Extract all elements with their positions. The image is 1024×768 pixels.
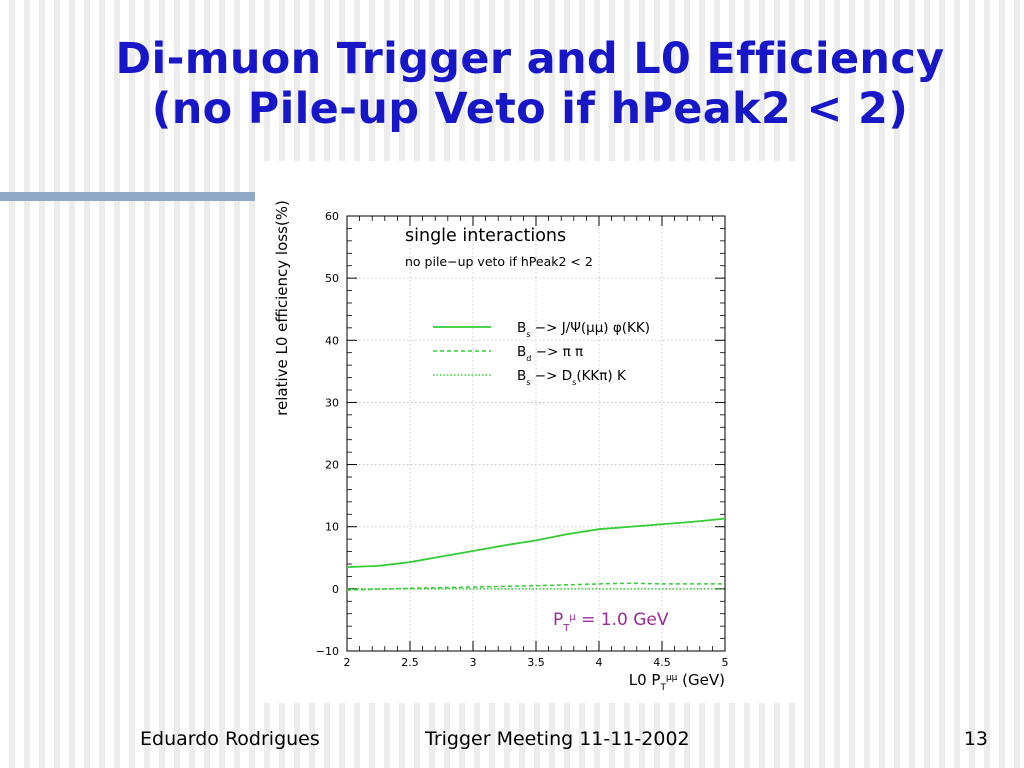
- x-tick-label: 3.5: [527, 656, 545, 669]
- footer-meeting: Trigger Meeting 11-11-2002: [425, 728, 690, 750]
- x-tick-label: 2: [344, 656, 351, 669]
- pt-annotation: PTμ = 1.0 GeV: [553, 610, 669, 634]
- y-tick-label: 10: [325, 521, 339, 534]
- legend-label: Bs −> J/Ψ(μμ) φ(KK): [517, 320, 650, 339]
- chart-title: single interactions: [405, 226, 566, 246]
- legend-label: Bs −> Ds(KKπ) K: [517, 368, 627, 387]
- x-tick-label: 5: [722, 656, 729, 669]
- slide-title: Di-muon Trigger and L0 Efficiency (no Pi…: [60, 34, 1000, 134]
- y-tick-label: 20: [325, 459, 339, 472]
- chart-figure: −10 0 10 20 30 40 50 60 2 2.5 3 3.5 4 4.5 5 single in…: [255, 161, 799, 703]
- slide-title-line1: Di-muon Trigger and L0 Efficiency: [115, 34, 945, 84]
- series-line-2: [346, 582, 725, 591]
- footer-author: Eduardo Rodrigues: [140, 728, 320, 750]
- x-tick-label: 3: [470, 656, 477, 669]
- y-axis-label: relative L0 efficiency loss(%): [273, 200, 291, 416]
- series-line-1: [346, 517, 726, 569]
- efficiency-chart: −10 0 10 20 30 40 50 60 2 2.5 3 3.5 4 4.5 5 single in…: [273, 200, 729, 693]
- chart-subtitle: no pile−up veto if hPeak2 < 2: [405, 254, 593, 269]
- y-tick-label: −10: [316, 645, 339, 658]
- x-tick-label: 4.5: [653, 656, 671, 669]
- x-axis-label: L0 PTμμ (GeV): [629, 671, 725, 693]
- x-axis-ticks: 2 2.5 3 3.5 4 4.5 5: [344, 216, 729, 669]
- y-axis-ticks: −10 0 10 20 30 40 50 60: [316, 210, 725, 658]
- decorative-rule: [0, 192, 258, 201]
- footer-page-number: 13: [963, 728, 988, 750]
- legend-label: Bd −> π π: [517, 344, 583, 363]
- y-tick-label: 60: [325, 210, 339, 223]
- y-tick-label: 40: [325, 334, 339, 347]
- y-tick-label: 0: [332, 583, 339, 596]
- x-tick-label: 2.5: [401, 656, 419, 669]
- legend: Bs −> J/Ψ(μμ) φ(KK) Bd −> π π Bs −> Ds(KKπ…: [433, 320, 650, 387]
- series-layer: [346, 517, 726, 591]
- slide-title-line2: (no Pile-up Veto if hPeak2 < 2): [151, 84, 909, 134]
- x-tick-label: 4: [596, 656, 603, 669]
- y-tick-label: 50: [325, 272, 339, 285]
- y-tick-label: 30: [325, 396, 339, 409]
